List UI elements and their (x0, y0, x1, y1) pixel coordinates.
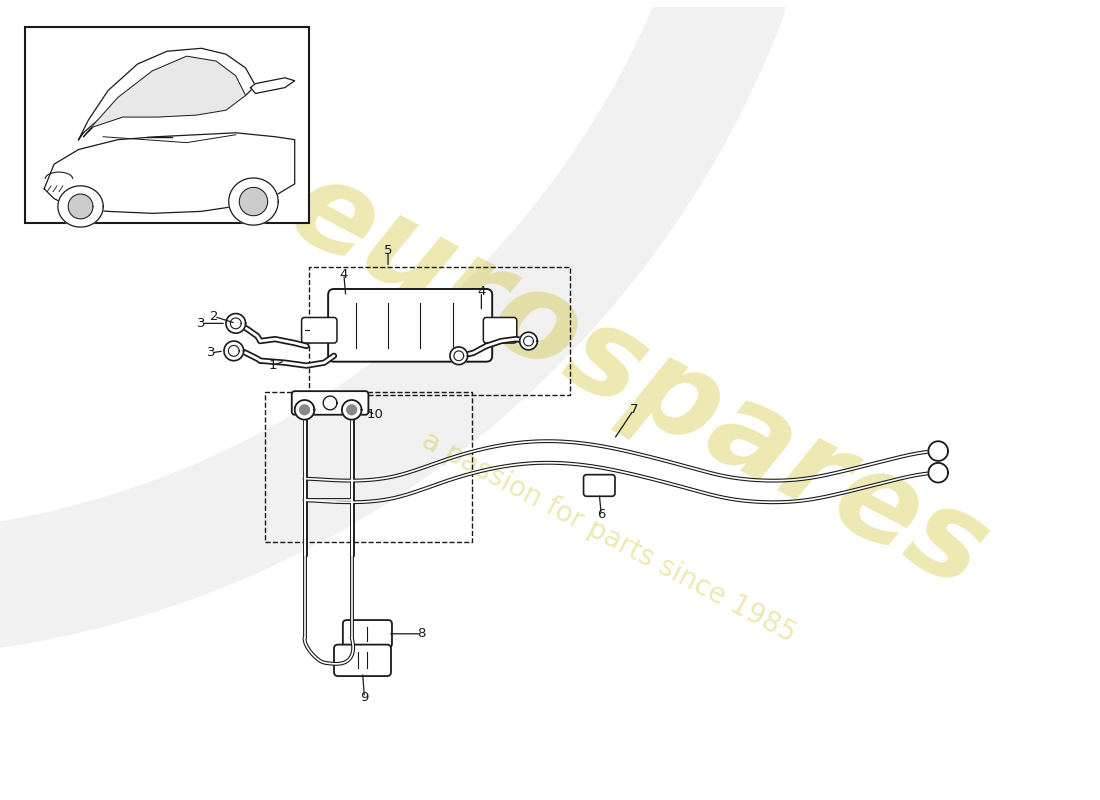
Polygon shape (44, 133, 295, 214)
Text: 3: 3 (207, 346, 216, 359)
Polygon shape (226, 314, 245, 333)
Text: 3: 3 (197, 317, 206, 330)
Polygon shape (229, 178, 278, 225)
Polygon shape (240, 187, 267, 216)
Polygon shape (58, 186, 103, 227)
Polygon shape (346, 405, 356, 414)
Text: 2: 2 (210, 310, 219, 323)
Polygon shape (84, 56, 245, 137)
Polygon shape (299, 405, 309, 414)
Polygon shape (450, 347, 468, 365)
Polygon shape (78, 48, 255, 140)
Polygon shape (524, 336, 534, 346)
Text: 10: 10 (366, 408, 384, 422)
Text: 4: 4 (477, 286, 485, 298)
FancyBboxPatch shape (583, 474, 615, 496)
Polygon shape (323, 396, 337, 410)
Polygon shape (519, 332, 538, 350)
Text: 5: 5 (384, 244, 393, 257)
Polygon shape (928, 463, 948, 482)
FancyBboxPatch shape (328, 289, 492, 362)
Text: 6: 6 (597, 509, 605, 522)
Text: 7: 7 (629, 403, 638, 416)
Text: eurospares: eurospares (270, 147, 1008, 614)
FancyBboxPatch shape (292, 391, 368, 414)
Polygon shape (295, 400, 315, 420)
Text: 9: 9 (361, 691, 368, 704)
Polygon shape (229, 346, 239, 356)
Polygon shape (68, 194, 92, 219)
FancyBboxPatch shape (483, 318, 517, 343)
Bar (24, 26, 309, 223)
Text: 1: 1 (268, 359, 277, 372)
Text: 8: 8 (417, 627, 426, 640)
FancyBboxPatch shape (334, 645, 390, 676)
Polygon shape (224, 341, 243, 361)
Polygon shape (454, 351, 463, 361)
Text: a passion for parts since 1985: a passion for parts since 1985 (417, 426, 801, 648)
FancyBboxPatch shape (301, 318, 337, 343)
Polygon shape (928, 442, 948, 461)
Text: 4: 4 (340, 268, 348, 281)
Polygon shape (230, 318, 241, 329)
Polygon shape (342, 400, 362, 420)
Polygon shape (251, 78, 295, 94)
FancyBboxPatch shape (343, 620, 392, 647)
